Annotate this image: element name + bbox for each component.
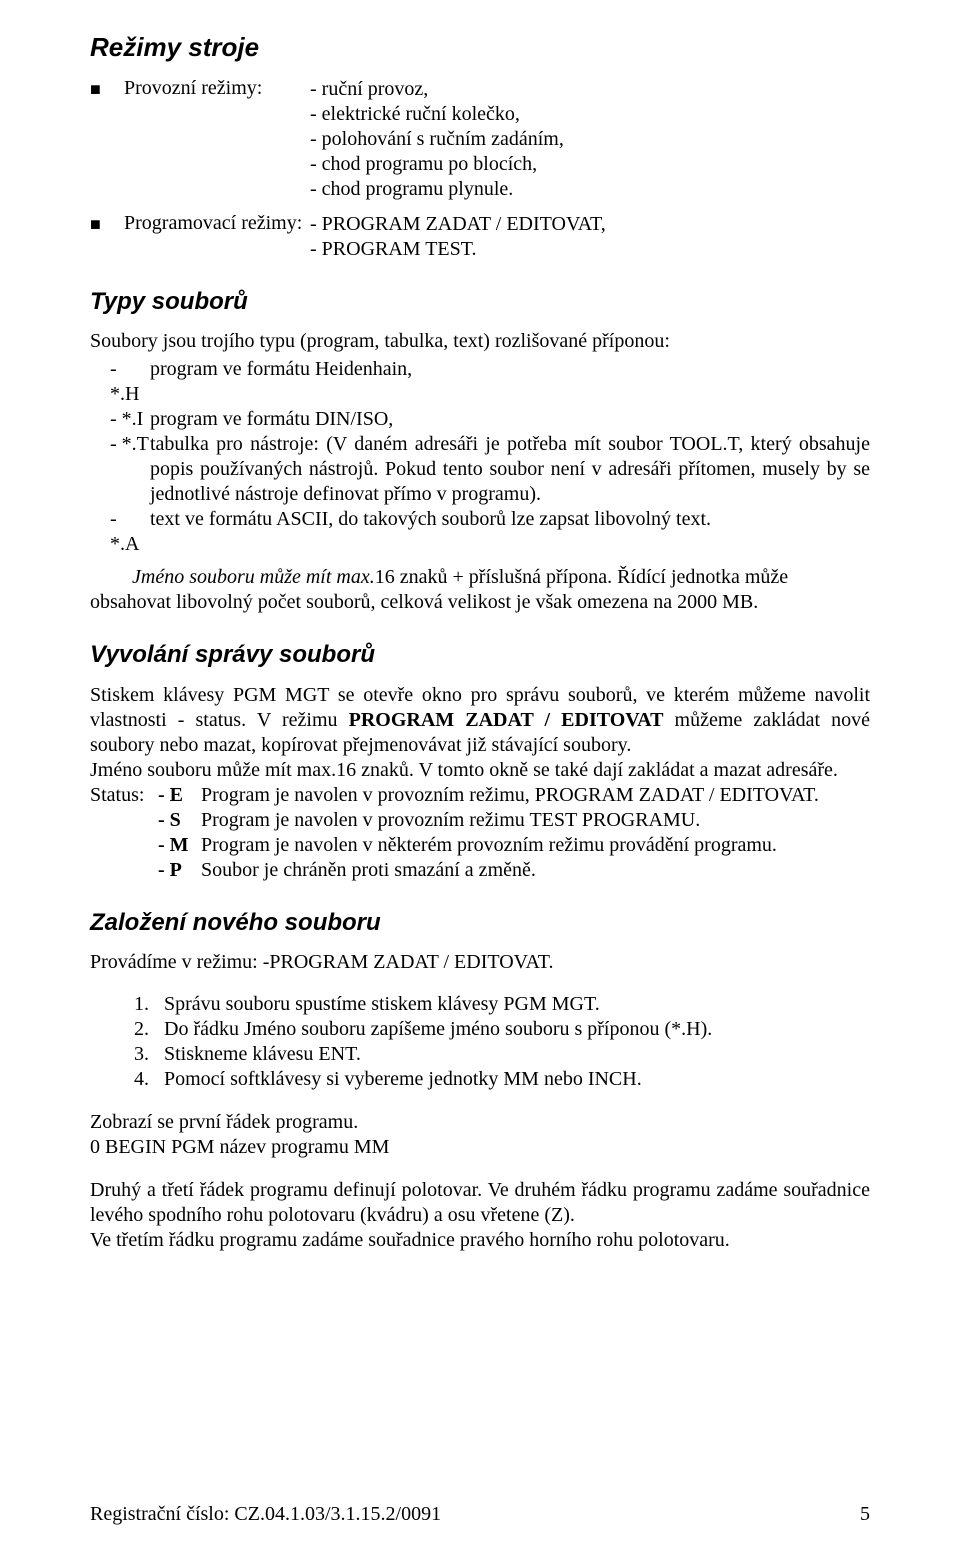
bullet-marker: ■ bbox=[90, 212, 124, 262]
status-s-row: - S Program je navolen v provozním režim… bbox=[90, 808, 870, 833]
step-num: 1. bbox=[134, 992, 164, 1017]
jmeno-rest2: obsahovat libovolný počet souborů, celko… bbox=[90, 591, 758, 613]
jmeno-lead: Jméno souboru může mít max. bbox=[132, 566, 375, 588]
status-pre-empty bbox=[90, 833, 158, 858]
status-p-label: - P bbox=[158, 858, 201, 883]
step-num: 2. bbox=[134, 1017, 164, 1042]
ext-i-row: - *.I program ve formátu DIN/ISO, bbox=[90, 407, 870, 432]
final-p1: Druhý a třetí řádek programu definují po… bbox=[90, 1178, 870, 1228]
ext-h-row: - *.H program ve formátu Heidenhain, bbox=[90, 357, 870, 407]
typy-intro: Soubory jsou trojího typu (program, tabu… bbox=[90, 330, 870, 353]
step-num: 4. bbox=[134, 1067, 164, 1092]
status-pre: Status: bbox=[90, 783, 158, 808]
step-1-text: Správu souboru spustíme stiskem klávesy … bbox=[164, 992, 600, 1017]
result-block: Zobrazí se první řádek programu. 0 BEGIN… bbox=[90, 1110, 870, 1160]
vyvolani-p1: Stiskem klávesy PGM MGT se otevře okno p… bbox=[90, 683, 870, 758]
ext-a-desc: text ve formátu ASCII, do takových soubo… bbox=[150, 507, 870, 557]
status-m-row: - M Program je navolen v některém provoz… bbox=[90, 833, 870, 858]
jmeno-rest1: 16 znaků + příslušná přípona. Řídící jed… bbox=[375, 566, 788, 588]
ext-h-desc: program ve formátu Heidenhain, bbox=[150, 357, 870, 407]
ext-i-label: - *.I bbox=[90, 407, 150, 432]
heading-vyvolani: Vyvolání správy souborů bbox=[90, 641, 870, 669]
zalozeni-intro: Provádíme v režimu: -PROGRAM ZADAT / EDI… bbox=[90, 951, 870, 974]
ext-h-label: - *.H bbox=[90, 357, 150, 407]
step-3-text: Stiskneme klávesu ENT. bbox=[164, 1042, 361, 1067]
ext-a-label: - *.A bbox=[90, 507, 150, 557]
status-e-label: - E bbox=[158, 783, 201, 808]
vyvolani-p2: Jméno souboru může mít max.16 znaků. V t… bbox=[90, 758, 870, 783]
status-p-desc: Soubor je chráněn proti smazání a změně. bbox=[201, 858, 870, 883]
status-s-label: - S bbox=[158, 808, 201, 833]
step-4: 4. Pomocí softklávesy si vybereme jednot… bbox=[90, 1067, 870, 1092]
bullet-marker: ■ bbox=[90, 77, 124, 202]
ext-t-row: - *.T tabulka pro nástroje: (V daném adr… bbox=[90, 432, 870, 507]
status-s-desc: Program je navolen v provozním režimu TE… bbox=[201, 808, 870, 833]
step-3: 3. Stiskneme klávesu ENT. bbox=[90, 1042, 870, 1067]
programovaci-label: Programovací režimy: bbox=[124, 212, 310, 262]
step-1: 1. Správu souboru spustíme stiskem kláve… bbox=[90, 992, 870, 1017]
footer-page-number: 5 bbox=[860, 1503, 870, 1526]
status-m-desc: Program je navolen v některém provozním … bbox=[201, 833, 870, 858]
jmeno-para: Jméno souboru může mít max.16 znaků + př… bbox=[90, 565, 870, 615]
footer-left: Registrační číslo: CZ.04.1.03/3.1.15.2/0… bbox=[90, 1503, 441, 1526]
vyvolani-p1-bold: PROGRAM ZADAT / EDITOVAT bbox=[349, 709, 664, 731]
heading-typy: Typy souborů bbox=[90, 288, 870, 316]
ext-t-desc: tabulka pro nástroje: (V daném adresáři … bbox=[150, 432, 870, 507]
status-e-desc: Program je navolen v provozním režimu, P… bbox=[201, 783, 870, 808]
result-2: 0 BEGIN PGM název programu MM bbox=[90, 1135, 870, 1160]
provozni-label: Provozní režimy: bbox=[124, 77, 310, 202]
ext-t-label: - *.T bbox=[90, 432, 150, 507]
programovaci-items: - PROGRAM ZADAT / EDITOVAT, - PROGRAM TE… bbox=[310, 212, 606, 262]
heading-zalozeni: Založení nového souboru bbox=[90, 909, 870, 937]
status-pre-empty bbox=[90, 858, 158, 883]
final-p2: Ve třetím řádku programu zadáme souřadni… bbox=[90, 1228, 870, 1253]
result-1: Zobrazí se první řádek programu. bbox=[90, 1110, 870, 1135]
ext-a-row: - *.A text ve formátu ASCII, do takových… bbox=[90, 507, 870, 557]
status-p-row: - P Soubor je chráněn proti smazání a zm… bbox=[90, 858, 870, 883]
status-pre-empty bbox=[90, 808, 158, 833]
footer: Registrační číslo: CZ.04.1.03/3.1.15.2/0… bbox=[90, 1503, 870, 1526]
status-e-row: Status: - E Program je navolen v provozn… bbox=[90, 783, 870, 808]
heading-rezimy: Režimy stroje bbox=[90, 32, 870, 63]
step-4-text: Pomocí softklávesy si vybereme jednotky … bbox=[164, 1067, 642, 1092]
step-2: 2. Do řádku Jméno souboru zapíšeme jméno… bbox=[90, 1017, 870, 1042]
provozni-row: ■ Provozní režimy: - ruční provoz, - ele… bbox=[90, 77, 870, 202]
provozni-items: - ruční provoz, - elektrické ruční koleč… bbox=[310, 77, 564, 202]
programovaci-row: ■ Programovací režimy: - PROGRAM ZADAT /… bbox=[90, 212, 870, 262]
step-2-text: Do řádku Jméno souboru zapíšeme jméno so… bbox=[164, 1017, 712, 1042]
step-num: 3. bbox=[134, 1042, 164, 1067]
status-m-label: - M bbox=[158, 833, 201, 858]
ext-i-desc: program ve formátu DIN/ISO, bbox=[150, 407, 870, 432]
